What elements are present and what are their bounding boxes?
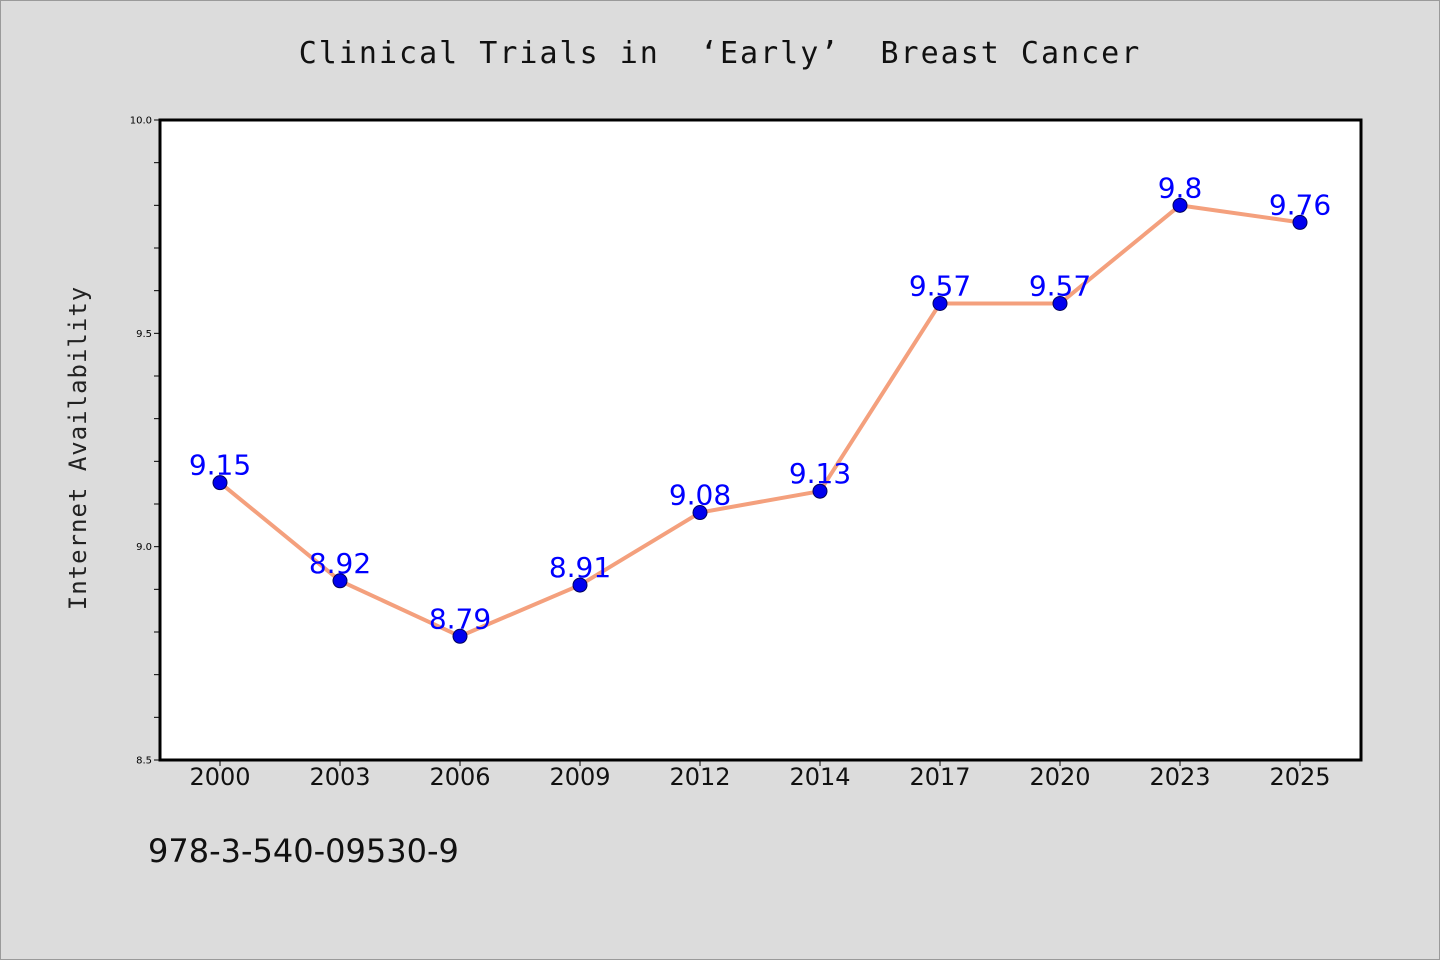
x-tick-label: 2014 — [789, 763, 850, 791]
y-tick-label: 9.5 — [136, 329, 152, 340]
y-tick-label: 10.0 — [130, 116, 152, 127]
data-point — [1292, 214, 1308, 230]
data-point — [1052, 295, 1068, 311]
data-point — [452, 628, 468, 644]
data-point — [692, 505, 708, 521]
data-label: 8.92 — [309, 547, 371, 580]
series-line — [218, 203, 1302, 639]
y-tick-label: 9.0 — [136, 542, 152, 553]
data-label: 8.79 — [429, 602, 491, 635]
data-point — [572, 577, 588, 593]
data-label: 8.91 — [549, 551, 611, 584]
x-axis: 2000 2003 2006 2009 2012 2014 2017 2020 2023 2025 — [189, 760, 1331, 791]
plot-area — [158, 118, 1363, 762]
data-point — [812, 483, 828, 499]
data-label: 9.8 — [1158, 171, 1203, 204]
chart-title: Clinical Trials in ‘Early’ Breast Cancer — [298, 36, 1142, 71]
data-point — [932, 295, 948, 311]
x-tick-label: 2006 — [429, 763, 490, 791]
data-point — [332, 573, 348, 589]
data-label: 9.13 — [789, 457, 851, 490]
x-tick-label: 2000 — [189, 763, 250, 791]
data-label: 9.08 — [669, 479, 731, 512]
x-tick-label: 2017 — [909, 763, 970, 791]
x-tick-label: 2009 — [549, 763, 610, 791]
data-label: 9.57 — [909, 269, 971, 302]
x-tick-label: 2003 — [309, 763, 370, 791]
x-tick-label: 2023 — [1149, 763, 1210, 791]
data-label: 9.15 — [189, 449, 251, 482]
x-tick-label: 2012 — [669, 763, 730, 791]
data-label: 9.57 — [1029, 269, 1091, 302]
footer-code: 978-3-540-09530-9 — [148, 832, 459, 870]
data-label: 9.76 — [1269, 188, 1331, 221]
data-point — [212, 475, 228, 491]
y-tick-label: 8.5 — [136, 756, 152, 767]
series-group: 9.15 8.92 8.79 8.91 9.08 9.13 9.57 9.57 9.8 9.76 — [189, 171, 1331, 644]
x-tick-label: 2025 — [1269, 763, 1330, 791]
y-axis: 8.5 9.0 9.5 10.0 — [130, 116, 160, 767]
x-tick-label: 2020 — [1029, 763, 1090, 791]
data-point — [1172, 197, 1188, 213]
